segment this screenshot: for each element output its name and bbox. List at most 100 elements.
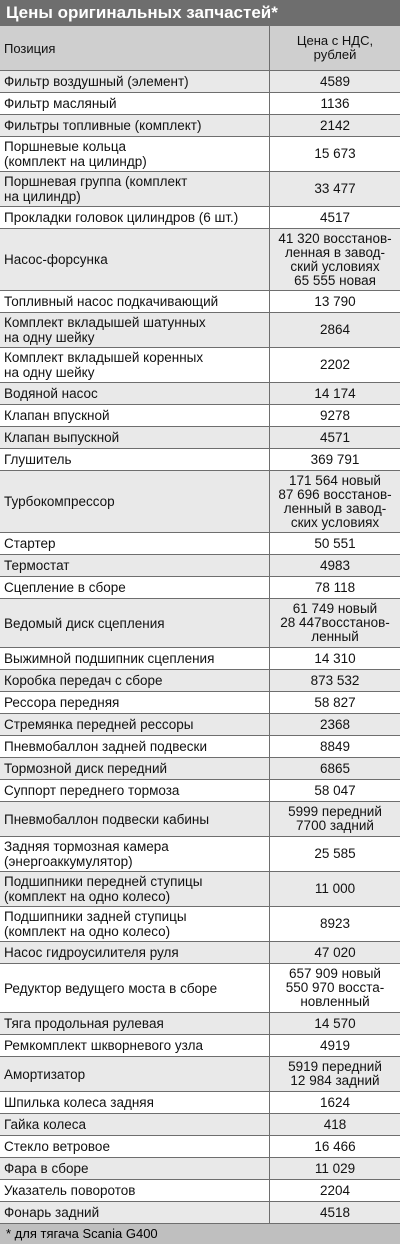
part-name: Глушитель	[0, 449, 270, 470]
table-row: Указатель поворотов 2204	[0, 1180, 400, 1202]
table-row: Комплект вкладышей шатунных на одну шейк…	[0, 313, 400, 348]
part-name: Термостат	[0, 555, 270, 576]
part-price: 171 564 новый 87 696 восстанов- ленный в…	[278, 472, 392, 530]
part-name: Суппорт переднего тормоза	[0, 780, 270, 801]
part-price: 58 047	[314, 782, 356, 798]
part-name: Водяной насос	[0, 383, 270, 404]
part-name: Сцепление в сборе	[0, 577, 270, 598]
part-name: Ведомый диск сцепления	[0, 599, 270, 647]
table-row: Тяга продольная рулевая 14 570	[0, 1013, 400, 1035]
part-name: Стремянка передней рессоры	[0, 714, 270, 735]
table-row: Тормозной диск передний 6865	[0, 758, 400, 780]
part-price: 8849	[319, 738, 351, 754]
part-price: 5919 передний 12 984 задний	[288, 1059, 382, 1088]
part-price: 2202	[319, 357, 351, 372]
part-price: 873 532	[310, 672, 360, 688]
table-row: Фильтр воздушный (элемент) 4589	[0, 71, 400, 93]
table-row: Фонарь задний 4518	[0, 1202, 400, 1224]
part-price: 13 790	[314, 293, 356, 309]
table-row: Водяной насос 14 174	[0, 383, 400, 405]
part-name: Коробка передач с сборе	[0, 670, 270, 691]
table-row: Комплект вкладышей коренных на одну шейк…	[0, 348, 400, 383]
part-name: Выжимной подшипник сцепления	[0, 648, 270, 669]
part-name: Шпилька колеса задняя	[0, 1092, 270, 1113]
footnote: * для тягача Scania G400	[6, 1226, 158, 1241]
part-price: 4571	[319, 429, 351, 445]
part-price: 1136	[320, 95, 350, 111]
table-title: Цены оригинальных запчастей*	[0, 0, 400, 26]
part-name: Амортизатор	[0, 1057, 270, 1091]
part-price: 2142	[319, 117, 351, 133]
part-price: 369 791	[310, 451, 360, 467]
part-name: Насос-форсунка	[0, 229, 270, 290]
table-row: Поршневые кольца (комплект на цилиндр) 15…	[0, 137, 400, 172]
table-row: Коробка передач с сборе 873 532	[0, 670, 400, 692]
part-name: Пневмобаллон подвески кабины	[0, 802, 270, 836]
table-row: Редуктор ведущего моста в сборе 657 909 н…	[0, 964, 400, 1013]
price-table: Позиция Цена с НДС, рублей Фильтр воздуш…	[0, 26, 400, 1224]
table-row: Суппорт переднего тормоза 58 047	[0, 780, 400, 802]
part-price: 14 570	[314, 1015, 356, 1031]
part-price: 418	[323, 1116, 347, 1132]
part-price: 61 749 новый 28 447восстанов- ленный	[280, 601, 390, 644]
table-row: Задняя тормозная камера (энергоаккумулят…	[0, 837, 400, 872]
table-row: Пневмобаллон подвески кабины 5999 передни…	[0, 802, 400, 837]
part-name: Подшипники передней ступицы (комплект на…	[0, 872, 270, 906]
table-row: Насос-форсунка 41 320 восстанов- ленная в…	[0, 229, 400, 291]
part-price: 33 477	[314, 181, 356, 196]
part-price: 16 466	[314, 1138, 356, 1154]
part-price: 4517	[319, 209, 351, 225]
part-name: Фонарь задний	[0, 1202, 270, 1223]
header-price: Цена с НДС, рублей	[296, 33, 374, 62]
part-name: Комплект вкладышей коренных на одну шейк…	[0, 348, 270, 382]
part-price: 78 118	[314, 579, 356, 595]
part-name: Клапан впускной	[0, 405, 270, 426]
part-price: 25 585	[314, 846, 356, 861]
table-row: Ремкомплект шкворневого узла 4919	[0, 1035, 400, 1057]
part-price: 11 029	[314, 1160, 356, 1176]
table-row: Фара в сборе 11 029	[0, 1158, 400, 1180]
table-row: Выжимной подшипник сцепления 14 310	[0, 648, 400, 670]
part-name: Поршневые кольца (комплект на цилиндр)	[0, 137, 270, 171]
table-row: Пневмобаллон задней подвески 8849	[0, 736, 400, 758]
part-name: Фара в сборе	[0, 1158, 270, 1179]
part-name: Топливный насос подкачивающий	[0, 291, 270, 312]
table-row: Стартер 50 551	[0, 533, 400, 555]
table-row: Стремянка передней рессоры 2368	[0, 714, 400, 736]
part-name: Поршневая группа (комплект на цилиндр)	[0, 172, 270, 206]
part-name: Гайка колеса	[0, 1114, 270, 1135]
table-row: Топливный насос подкачивающий 13 790	[0, 291, 400, 313]
part-price: 47 020	[314, 944, 356, 960]
part-name: Пневмобаллон задней подвески	[0, 736, 270, 757]
table-row: Фильтры топливные (комплект) 2142	[0, 115, 400, 137]
table-row: Глушитель 369 791	[0, 449, 400, 471]
part-price: 15 673	[314, 146, 356, 161]
part-name: Стекло ветровое	[0, 1136, 270, 1157]
part-price: 2368	[319, 716, 351, 732]
table-row: Клапан выпускной 4571	[0, 427, 400, 449]
part-price: 6865	[319, 760, 351, 776]
part-name: Фильтр масляный	[0, 93, 270, 114]
table-row: Прокладки головок цилиндров (6 шт.) 4517	[0, 207, 400, 229]
table-row: Насос гидроусилителя руля 47 020	[0, 942, 400, 964]
table-row: Поршневая группа (комплект на цилиндр) 33…	[0, 172, 400, 207]
part-name: Указатель поворотов	[0, 1180, 270, 1201]
part-name: Подшипники задней ступицы (комплект на о…	[0, 907, 270, 941]
table-row: Подшипники передней ступицы (комплект на…	[0, 872, 400, 907]
part-name: Стартер	[0, 533, 270, 554]
part-price: 1624	[319, 1094, 351, 1110]
part-name: Редуктор ведущего моста в сборе	[0, 964, 270, 1012]
part-name: Фильтры топливные (комплект)	[0, 115, 270, 136]
table-row: Клапан впускной 9278	[0, 405, 400, 427]
table-row: Турбокомпрессор 171 564 новый 87 696 восс…	[0, 471, 400, 533]
part-name: Рессора передняя	[0, 692, 270, 713]
part-price: 4518	[319, 1204, 351, 1220]
part-price: 14 174	[314, 385, 356, 401]
table-row: Амортизатор 5919 передний 12 984 задний	[0, 1057, 400, 1092]
part-price: 4589	[319, 73, 351, 89]
table-row: Стекло ветровое 16 466	[0, 1136, 400, 1158]
part-price: 8923	[319, 916, 351, 931]
part-name: Тяга продольная рулевая	[0, 1013, 270, 1034]
part-name: Ремкомплект шкворневого узла	[0, 1035, 270, 1056]
part-name: Комплект вкладышей шатунных на одну шейк…	[0, 313, 270, 347]
